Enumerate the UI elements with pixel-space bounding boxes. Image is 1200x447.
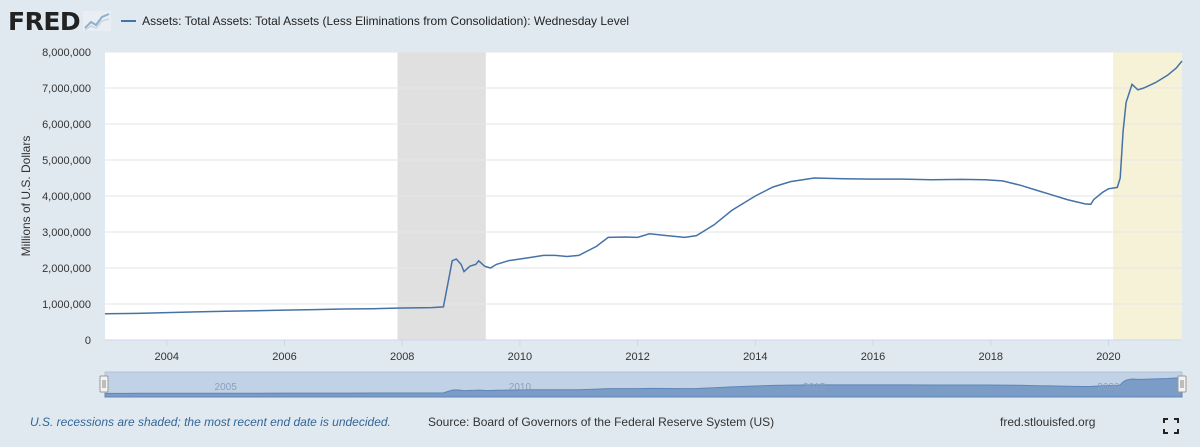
y-axis-ticks: 0 1,000,000 2,000,000 3,000,000 4,000,000 5,0… — [42, 47, 91, 347]
x-tick-label: 2020 — [1096, 351, 1120, 363]
x-axis-ticks: 2004 2006 2008 2010 2012 2014 2016 2018 2020 — [105, 339, 1182, 363]
chart-header: FRED Assets: Total Assets: Total Assets … — [8, 6, 629, 36]
y-tick-label: 7,000,000 — [42, 83, 91, 95]
navigator-label: 2015 — [803, 382, 826, 393]
navigator-handle-right[interactable] — [1177, 375, 1187, 393]
navigator-label: 2020 — [1097, 382, 1120, 393]
y-tick-label: 3,000,000 — [42, 227, 91, 239]
y-axis-title: Millions of U.S. Dollars — [19, 136, 33, 257]
y-tick-label: 4,000,000 — [42, 191, 91, 203]
fullscreen-icon[interactable] — [1162, 417, 1180, 435]
line-chart: 0 1,000,000 2,000,000 3,000,000 4,000,000 5,0… — [19, 47, 1187, 398]
x-tick-label: 2014 — [743, 351, 767, 363]
y-tick-label: 8,000,000 — [42, 47, 91, 59]
navigator-label: 2005 — [215, 382, 238, 393]
site-link[interactable]: fred.stlouisfed.org — [1000, 415, 1096, 429]
x-tick-label: 2010 — [508, 351, 532, 363]
y-tick-label: 2,000,000 — [42, 263, 91, 275]
y-tick-label: 1,000,000 — [42, 299, 91, 311]
navigator-area — [104, 377, 1183, 398]
x-tick-label: 2018 — [978, 351, 1002, 363]
line-graph-icon — [83, 11, 112, 31]
navigator-label: 2010 — [509, 382, 532, 393]
legend-swatch — [121, 20, 137, 22]
fred-logo[interactable]: FRED — [8, 6, 81, 36]
navigator-handle-left[interactable] — [99, 375, 109, 393]
y-tick-label: 6,000,000 — [42, 119, 91, 131]
navigator-labels: 2005 2010 2015 2020 — [215, 382, 1120, 393]
recession-note: U.S. recessions are shaded; the most rec… — [30, 415, 391, 429]
source-text: Source: Board of Governors of the Federa… — [428, 415, 775, 429]
y-tick-label: 5,000,000 — [42, 155, 91, 167]
series-line[interactable] — [104, 60, 1183, 315]
x-tick-label: 2004 — [155, 351, 179, 363]
legend-series-label[interactable]: Assets: Total Assets: Total Assets (Less… — [142, 14, 630, 28]
time-navigator[interactable]: 2005 2010 2015 2020 — [99, 371, 1187, 398]
x-tick-label: 2006 — [272, 351, 296, 363]
x-tick-label: 2008 — [390, 351, 414, 363]
y-tick-label: 0 — [85, 335, 91, 347]
x-tick-label: 2012 — [625, 351, 649, 363]
x-tick-label: 2016 — [861, 351, 885, 363]
